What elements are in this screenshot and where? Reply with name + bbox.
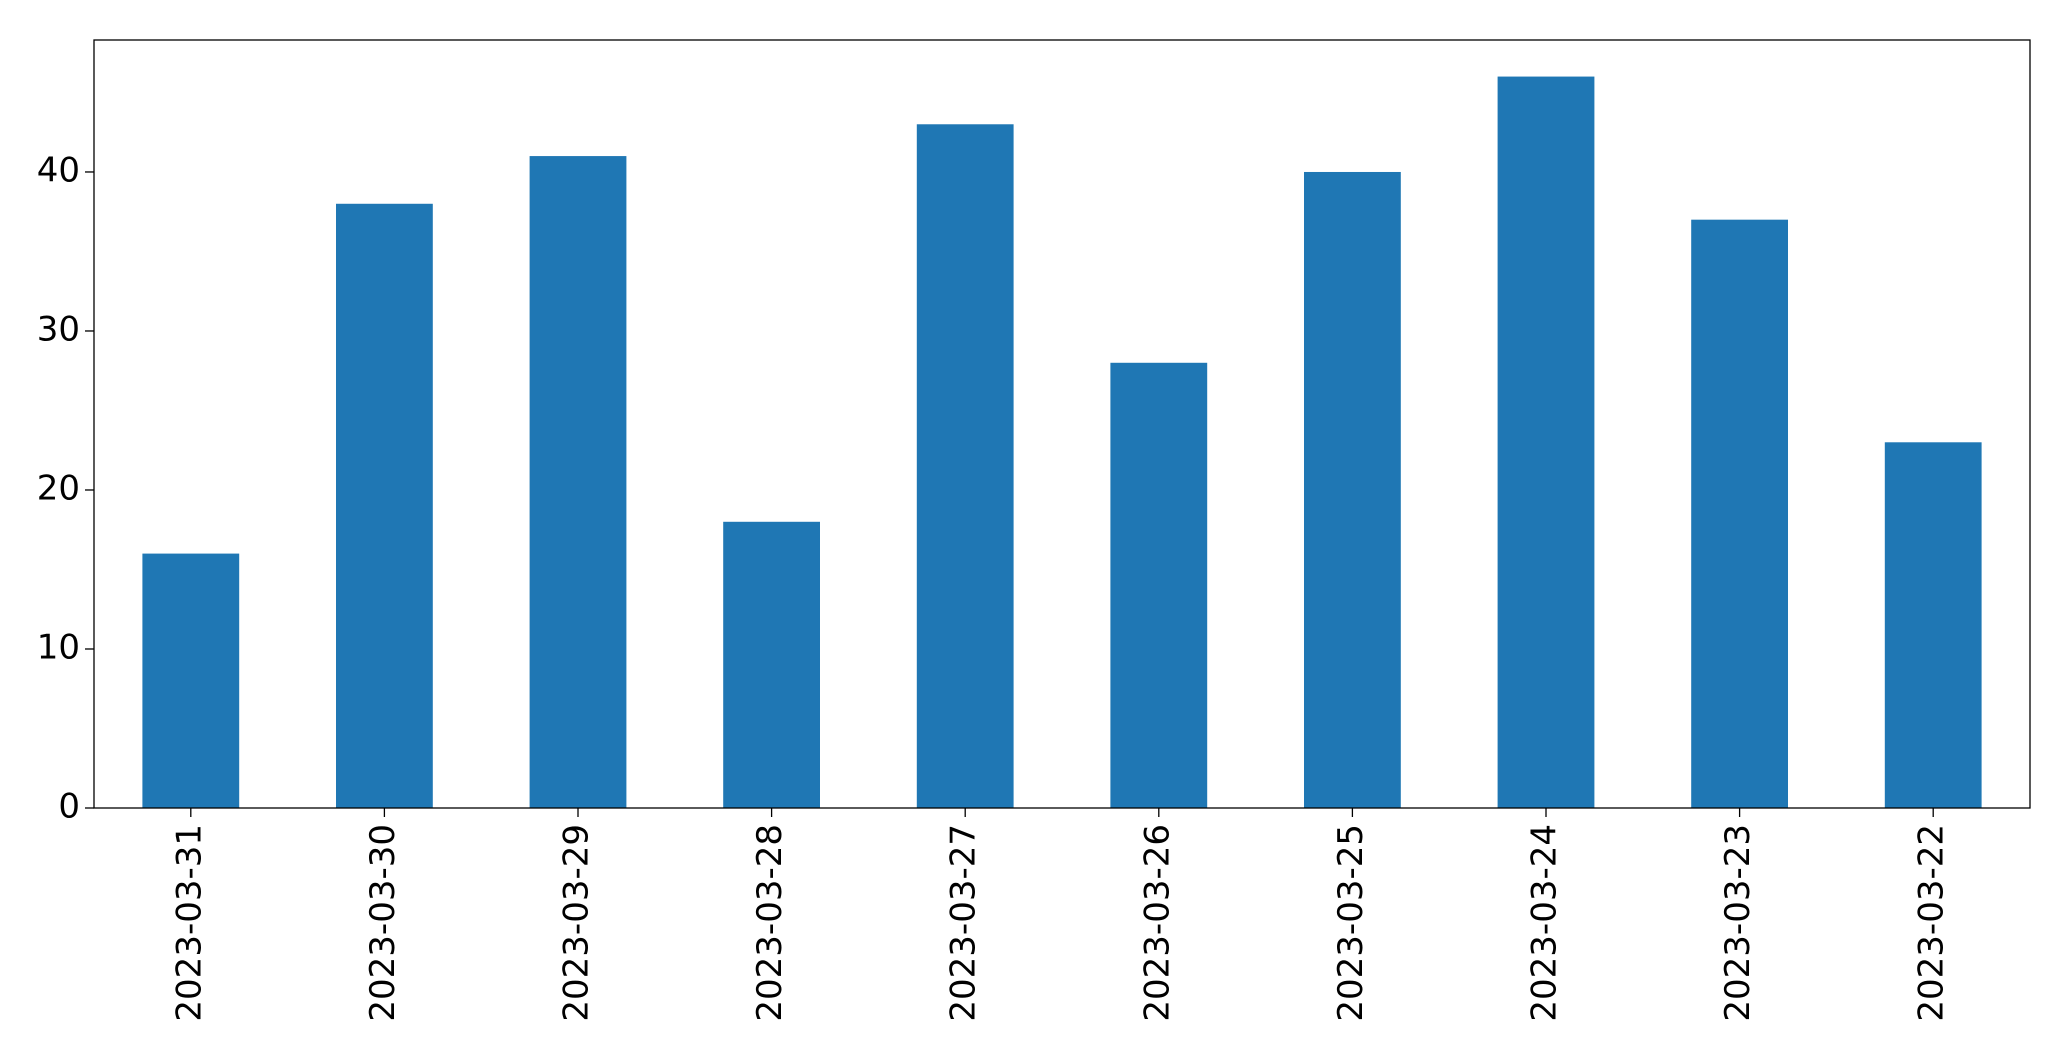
bar: [1884, 442, 1982, 808]
x-tick-label: 2023-03-29: [557, 824, 597, 1022]
x-tick-label: 2023-03-22: [1912, 824, 1952, 1022]
plot-frame: [93, 39, 2031, 809]
x-tick-label: 2023-03-30: [363, 824, 403, 1022]
bar: [1304, 171, 1401, 808]
bar: [723, 521, 820, 808]
y-tick-label: 40: [37, 150, 80, 190]
x-tick-label: 2023-03-23: [1718, 824, 1758, 1022]
x-tick-label: 2023-03-25: [1331, 824, 1371, 1022]
bar: [1691, 219, 1788, 809]
y-tick-label: 10: [37, 627, 80, 667]
x-tick-label: 2023-03-31: [169, 824, 209, 1022]
y-tick-label: 30: [37, 309, 80, 349]
bar: [1497, 76, 1595, 809]
bar: [142, 553, 240, 808]
x-tick-label: 2023-03-24: [1525, 824, 1565, 1022]
x-tick-label: 2023-03-27: [944, 824, 984, 1022]
bar: [916, 124, 1014, 808]
y-tick-label: 0: [58, 787, 80, 827]
x-tick-label: 2023-03-28: [750, 824, 790, 1022]
x-tick-label: 2023-03-26: [1137, 824, 1177, 1022]
bar: [336, 203, 433, 809]
bar: [529, 156, 627, 809]
bar: [1110, 362, 1208, 808]
y-tick-label: 20: [37, 468, 80, 508]
